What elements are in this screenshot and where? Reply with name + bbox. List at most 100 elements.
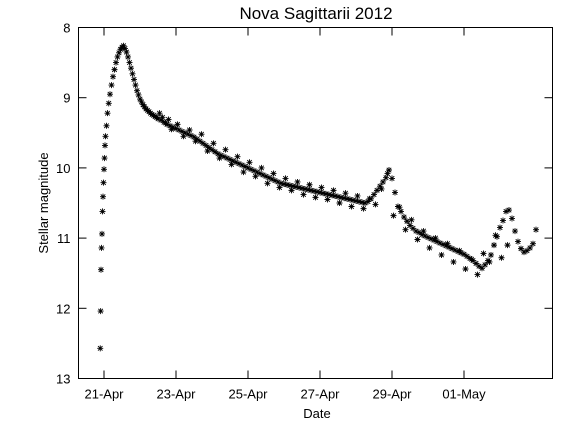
data-point [413,228,419,235]
data-point [293,183,299,190]
data-point [206,144,212,151]
data-point [257,170,263,177]
data-point [401,214,407,221]
data-point [302,185,308,192]
data-point [312,194,319,201]
x-axis-label: Date [303,406,330,421]
data-point [524,247,530,254]
data-point [308,187,314,194]
data-point [473,260,479,267]
data-point [191,134,197,141]
data-point [200,140,206,147]
data-point [503,208,509,215]
data-point [509,215,515,222]
data-point [180,133,187,140]
data-point [434,238,440,245]
data-point [179,128,185,135]
data-point [158,117,164,124]
data-point [416,229,422,236]
data-point [408,216,415,223]
data-point [296,184,302,191]
y-tick-label: 12 [56,301,70,316]
data-point [491,242,497,249]
data-point [98,266,104,273]
data-point [404,218,410,225]
data-point [362,200,368,206]
data-point [97,345,104,352]
data-point [222,146,229,153]
data-point [99,230,105,237]
data-point [425,234,431,241]
data-point [204,148,211,155]
data-point [450,258,457,265]
data-point [356,198,362,205]
x-tick-label: 25-Apr [228,387,268,402]
data-point [132,82,139,89]
x-tick-label: 23-Apr [156,387,196,402]
data-point [138,98,145,105]
data-point [161,119,167,126]
data-point [437,240,443,247]
data-point [100,179,107,186]
data-point [162,119,169,126]
data-point [326,191,332,198]
data-point [260,171,266,178]
data-point [149,111,155,118]
data-point [176,126,182,133]
data-point [210,140,217,147]
data-point [464,253,470,260]
data-point [234,153,241,160]
data-point [305,186,311,193]
data-point [276,184,283,191]
data-point [254,169,260,176]
data-point [266,174,272,181]
data-point [407,222,413,229]
data-point [122,45,128,52]
data-point [100,193,106,200]
data-point [134,87,140,94]
data-point [377,183,383,190]
data-point [392,189,398,196]
data-point [125,53,131,60]
data-point [105,100,112,107]
data-point [365,198,371,205]
data-point [449,245,455,252]
data-point [203,142,209,149]
data-point [101,166,107,173]
data-point [395,203,401,210]
data-point [318,184,325,191]
data-point [335,193,341,200]
data-point [288,187,295,194]
data-point [221,153,227,160]
data-point [101,155,108,162]
data-point [428,235,434,242]
data-point [230,157,236,164]
data-point [329,192,335,199]
data-point [233,159,239,166]
data-point [215,150,221,157]
data-point [228,161,235,168]
x-tick-label: 21-Apr [84,387,124,402]
data-point [374,187,380,194]
data-point [188,132,194,139]
y-tick-label: 10 [56,161,70,176]
data-point [116,49,122,56]
data-point [272,177,278,184]
data-point [284,181,290,188]
data-point [198,131,205,138]
data-point [386,167,392,174]
data-point [338,194,344,201]
data-point [402,226,409,233]
data-point [336,200,343,206]
chart-title: Nova Sagittarii 2012 [239,4,392,23]
data-point [353,197,359,204]
data-point [452,247,458,254]
y-axis-ticks: 8 9 10 11 12 13 [56,21,553,387]
data-point [383,174,389,181]
data-point [426,244,433,251]
data-point [290,183,296,190]
data-point [135,91,142,98]
data-point [521,249,527,256]
data-point [299,185,305,192]
data-point [99,208,106,215]
